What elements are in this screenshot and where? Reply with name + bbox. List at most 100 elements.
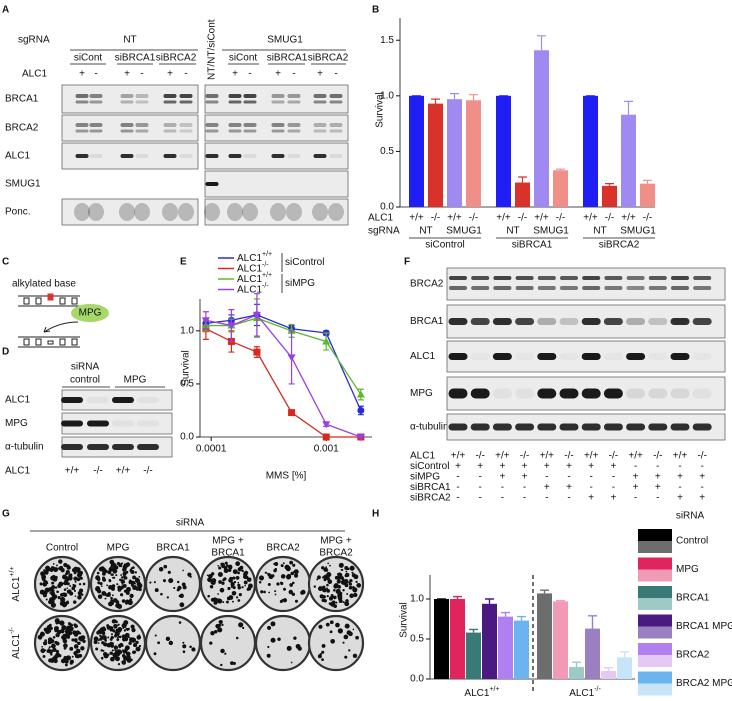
colony bbox=[123, 629, 127, 632]
colony bbox=[80, 646, 85, 651]
colony bbox=[100, 585, 103, 588]
colony bbox=[243, 570, 249, 575]
row-label: BRCA2 bbox=[410, 279, 444, 290]
point bbox=[322, 337, 331, 345]
colony bbox=[117, 627, 123, 632]
row-label: SMUG1 bbox=[5, 179, 41, 190]
colony bbox=[100, 635, 105, 640]
colony bbox=[182, 650, 186, 654]
colony bbox=[120, 579, 125, 584]
condition-sign: + bbox=[655, 482, 661, 493]
colony bbox=[72, 584, 77, 588]
colony bbox=[352, 628, 355, 631]
colony bbox=[120, 576, 124, 579]
condition-sign: - bbox=[590, 482, 593, 493]
colony bbox=[289, 560, 294, 565]
colony bbox=[294, 599, 299, 603]
panel-letter: H bbox=[372, 509, 379, 520]
condition-sign: + bbox=[699, 472, 705, 483]
group-title: siRNA bbox=[176, 518, 205, 529]
colony bbox=[226, 564, 229, 567]
colony bbox=[290, 661, 293, 664]
blot-band bbox=[286, 203, 302, 221]
colony bbox=[106, 642, 112, 648]
sign: - bbox=[292, 69, 295, 80]
blot-band bbox=[120, 123, 134, 127]
colony bbox=[274, 567, 278, 571]
colony bbox=[349, 579, 353, 583]
blot-panel bbox=[61, 198, 199, 226]
error-bar bbox=[501, 611, 510, 617]
colony bbox=[293, 573, 299, 578]
colony bbox=[293, 570, 296, 573]
point bbox=[288, 409, 296, 417]
colony bbox=[114, 656, 120, 662]
colony bbox=[64, 659, 69, 664]
colony bbox=[62, 574, 67, 580]
blot-band bbox=[603, 423, 623, 431]
colony bbox=[228, 595, 234, 600]
blot-band bbox=[243, 94, 257, 98]
colony bbox=[57, 583, 62, 589]
blot-band bbox=[137, 444, 159, 450]
colony bbox=[258, 575, 265, 581]
colony bbox=[43, 569, 46, 572]
blot-band bbox=[243, 100, 257, 104]
condition-sign: - bbox=[545, 493, 548, 504]
colony bbox=[187, 572, 192, 577]
blot-band bbox=[75, 123, 89, 127]
colony bbox=[40, 589, 44, 594]
colony bbox=[73, 624, 76, 627]
colony bbox=[66, 587, 69, 590]
colony bbox=[37, 634, 43, 640]
colony bbox=[224, 652, 227, 655]
colony bbox=[341, 563, 343, 566]
blot-band bbox=[179, 129, 193, 133]
colony bbox=[112, 598, 118, 603]
colony bbox=[293, 569, 299, 575]
sirna-label: siBRCA1 bbox=[115, 53, 156, 64]
colony bbox=[345, 570, 348, 573]
legend-label: ALC1-/- bbox=[237, 282, 269, 295]
colony bbox=[344, 565, 349, 571]
colony bbox=[64, 663, 68, 667]
colony bbox=[316, 578, 319, 581]
colony bbox=[179, 593, 184, 599]
row-label: siBRCA1 bbox=[410, 482, 451, 493]
colony bbox=[282, 587, 287, 591]
colony bbox=[318, 586, 323, 592]
colony bbox=[100, 649, 104, 652]
sign: + bbox=[317, 69, 323, 80]
superscript: -/- bbox=[262, 261, 269, 268]
blot-panel bbox=[204, 198, 349, 226]
condition-sign: - bbox=[678, 461, 681, 472]
colony bbox=[232, 586, 236, 590]
colony bbox=[42, 641, 48, 646]
colony bbox=[93, 636, 99, 642]
point bbox=[356, 434, 365, 441]
label-text: ALC1 bbox=[237, 253, 262, 264]
panel-c-diagram bbox=[18, 293, 109, 348]
colony bbox=[125, 570, 129, 574]
point bbox=[253, 348, 261, 356]
colony bbox=[65, 569, 70, 575]
colony bbox=[51, 594, 56, 598]
error-bar bbox=[517, 615, 526, 621]
row-label: siMPG bbox=[410, 472, 440, 483]
colony bbox=[82, 639, 86, 644]
point bbox=[322, 421, 331, 429]
x-tick-label: +/+ bbox=[583, 213, 598, 224]
column-label: BRCA2 bbox=[319, 548, 353, 559]
condition-sign: + bbox=[544, 482, 550, 493]
colony bbox=[182, 641, 185, 644]
blot-band bbox=[119, 203, 135, 221]
sign: + bbox=[232, 69, 238, 80]
enzyme-label: MPG bbox=[79, 308, 102, 319]
axis-title: Survival bbox=[399, 602, 410, 638]
colony bbox=[292, 581, 295, 585]
colony bbox=[280, 564, 284, 568]
colony bbox=[181, 582, 186, 587]
colony bbox=[317, 575, 321, 580]
blot-band bbox=[313, 129, 327, 133]
row-label: ALC1 bbox=[5, 466, 30, 477]
